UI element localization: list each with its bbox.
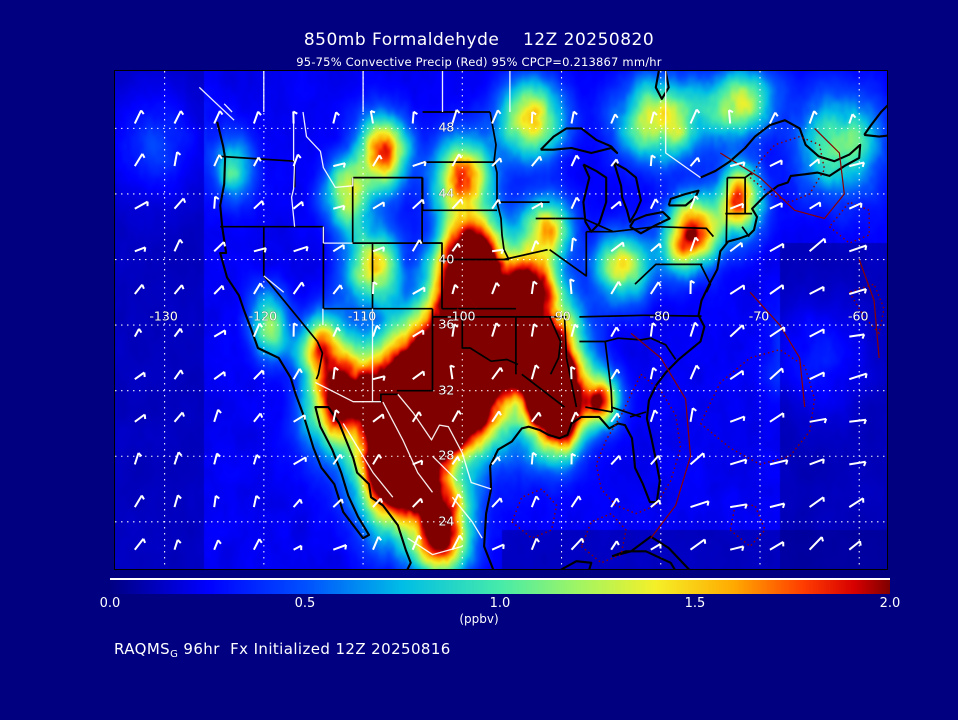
model-subscript: G bbox=[170, 649, 179, 660]
footer-text: 96hr Fx Initialized 12Z 20250816 bbox=[178, 640, 451, 658]
coastlines bbox=[216, 71, 887, 569]
colorbar-tick-0.5: 0.5 bbox=[294, 596, 316, 611]
colorbar-unit-label: (ppbv) bbox=[459, 612, 499, 626]
colorbar-tick-1.0: 1.0 bbox=[489, 596, 511, 611]
convective-precip-contours bbox=[456, 127, 885, 564]
colorbar-top-rule bbox=[110, 578, 890, 580]
page-subtitle: 95-75% Convective Precip (Red) 95% CPCP=… bbox=[296, 55, 662, 69]
colorbar-tick-0.0: 0.0 bbox=[99, 596, 121, 611]
colorbar-gradient bbox=[110, 580, 890, 594]
wind-barbs bbox=[133, 108, 868, 551]
graticule bbox=[115, 71, 887, 569]
page-title: 850mb Formaldehyde 12Z 20250820 bbox=[303, 30, 655, 50]
map-plot-area[interactable] bbox=[114, 70, 888, 570]
colorbar bbox=[110, 580, 890, 594]
model-name: RAQMS bbox=[114, 640, 171, 658]
colorbar-tick-2.0: 2.0 bbox=[879, 596, 901, 611]
colorbar-tick-1.5: 1.5 bbox=[684, 596, 706, 611]
admin-borders-white bbox=[198, 71, 701, 556]
formaldehyde-field-canvas bbox=[115, 71, 887, 569]
footer-caption: RAQMSG 96hr Fx Initialized 12Z 20250816 bbox=[114, 640, 451, 660]
map-overlay bbox=[115, 71, 887, 569]
state-borders bbox=[217, 111, 753, 418]
